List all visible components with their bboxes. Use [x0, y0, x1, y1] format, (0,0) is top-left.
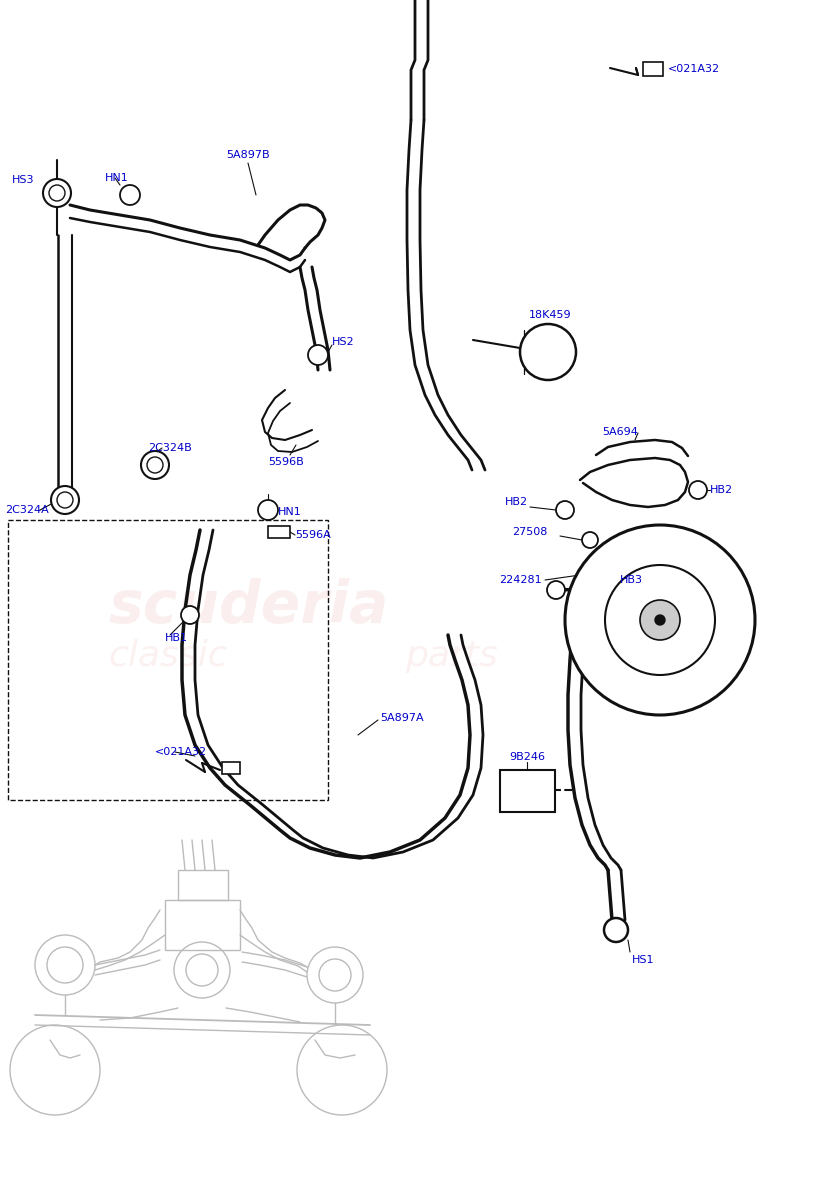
- Bar: [267, 526, 290, 538]
- Text: 2C324B: 2C324B: [148, 443, 191, 452]
- Text: HS1: HS1: [631, 955, 654, 965]
- Text: HN1: HN1: [277, 506, 301, 517]
- Text: 9B246: 9B246: [508, 752, 544, 762]
- Text: 5A897B: 5A897B: [226, 150, 269, 160]
- Circle shape: [556, 502, 573, 518]
- Circle shape: [43, 179, 71, 206]
- Circle shape: [181, 606, 199, 624]
- Text: 18K459: 18K459: [528, 310, 570, 320]
- Text: HS2: HS2: [331, 337, 354, 347]
- Bar: [165, 900, 240, 950]
- Circle shape: [141, 451, 169, 479]
- Circle shape: [546, 581, 565, 599]
- Circle shape: [654, 614, 664, 625]
- Circle shape: [519, 324, 575, 380]
- Text: 2C324A: 2C324A: [5, 505, 49, 515]
- Text: parts: parts: [405, 638, 498, 673]
- Circle shape: [604, 918, 628, 942]
- Text: scuderia: scuderia: [108, 577, 388, 635]
- Text: HB2: HB2: [709, 485, 732, 494]
- Circle shape: [308, 346, 328, 365]
- Circle shape: [639, 600, 679, 640]
- Text: 5A897A: 5A897A: [379, 713, 423, 722]
- Circle shape: [258, 500, 277, 520]
- Bar: [643, 62, 662, 76]
- Circle shape: [147, 457, 163, 473]
- Bar: [499, 770, 554, 812]
- Circle shape: [565, 526, 754, 715]
- Bar: [178, 870, 228, 900]
- Text: 5A694: 5A694: [601, 427, 638, 437]
- Text: HN1: HN1: [105, 173, 128, 182]
- Bar: [222, 762, 240, 774]
- Circle shape: [51, 486, 79, 514]
- Text: <021A32: <021A32: [667, 64, 720, 74]
- Circle shape: [581, 532, 597, 548]
- Text: <021A32: <021A32: [155, 746, 207, 757]
- Text: HB2: HB2: [504, 497, 527, 506]
- Text: HB3: HB3: [619, 575, 643, 584]
- Text: classic: classic: [108, 638, 228, 673]
- Circle shape: [120, 185, 140, 205]
- Text: HS3: HS3: [12, 175, 35, 185]
- Circle shape: [604, 565, 714, 674]
- Circle shape: [688, 481, 706, 499]
- Circle shape: [49, 185, 65, 200]
- Circle shape: [57, 492, 73, 508]
- Text: 5596A: 5596A: [295, 530, 330, 540]
- Text: 27508: 27508: [512, 527, 547, 538]
- Text: 5596B: 5596B: [267, 457, 304, 467]
- Text: HB1: HB1: [165, 634, 188, 643]
- Bar: [8, 520, 328, 800]
- Text: 224281: 224281: [498, 575, 542, 584]
